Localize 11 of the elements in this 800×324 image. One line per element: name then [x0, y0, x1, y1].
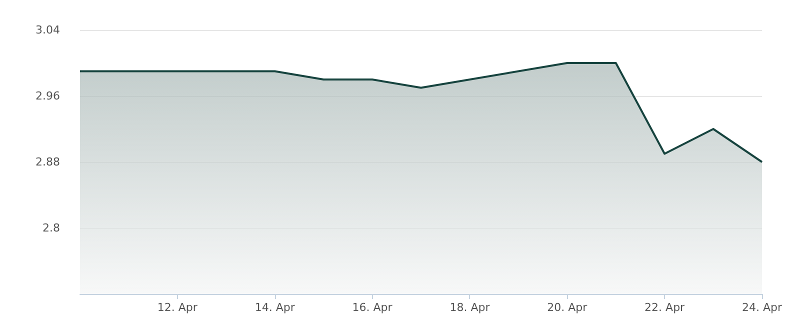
y-tick-label: 2.8: [42, 222, 60, 234]
y-tick-label: 3.04: [36, 24, 60, 36]
x-tick-label: 18. Apr: [450, 301, 490, 314]
x-tick-label: 20. Apr: [547, 301, 588, 314]
y-tick-label: 2.88: [36, 156, 60, 168]
x-tick-label: 14. Apr: [254, 301, 296, 314]
y-tick-label: 2.96: [36, 90, 60, 102]
x-tick-label: 16. Apr: [352, 301, 393, 314]
x-tick-label: 22. Apr: [644, 301, 686, 314]
x-tick-label: 24. Apr: [742, 301, 782, 314]
x-tick-label: 12. Apr: [157, 301, 198, 314]
